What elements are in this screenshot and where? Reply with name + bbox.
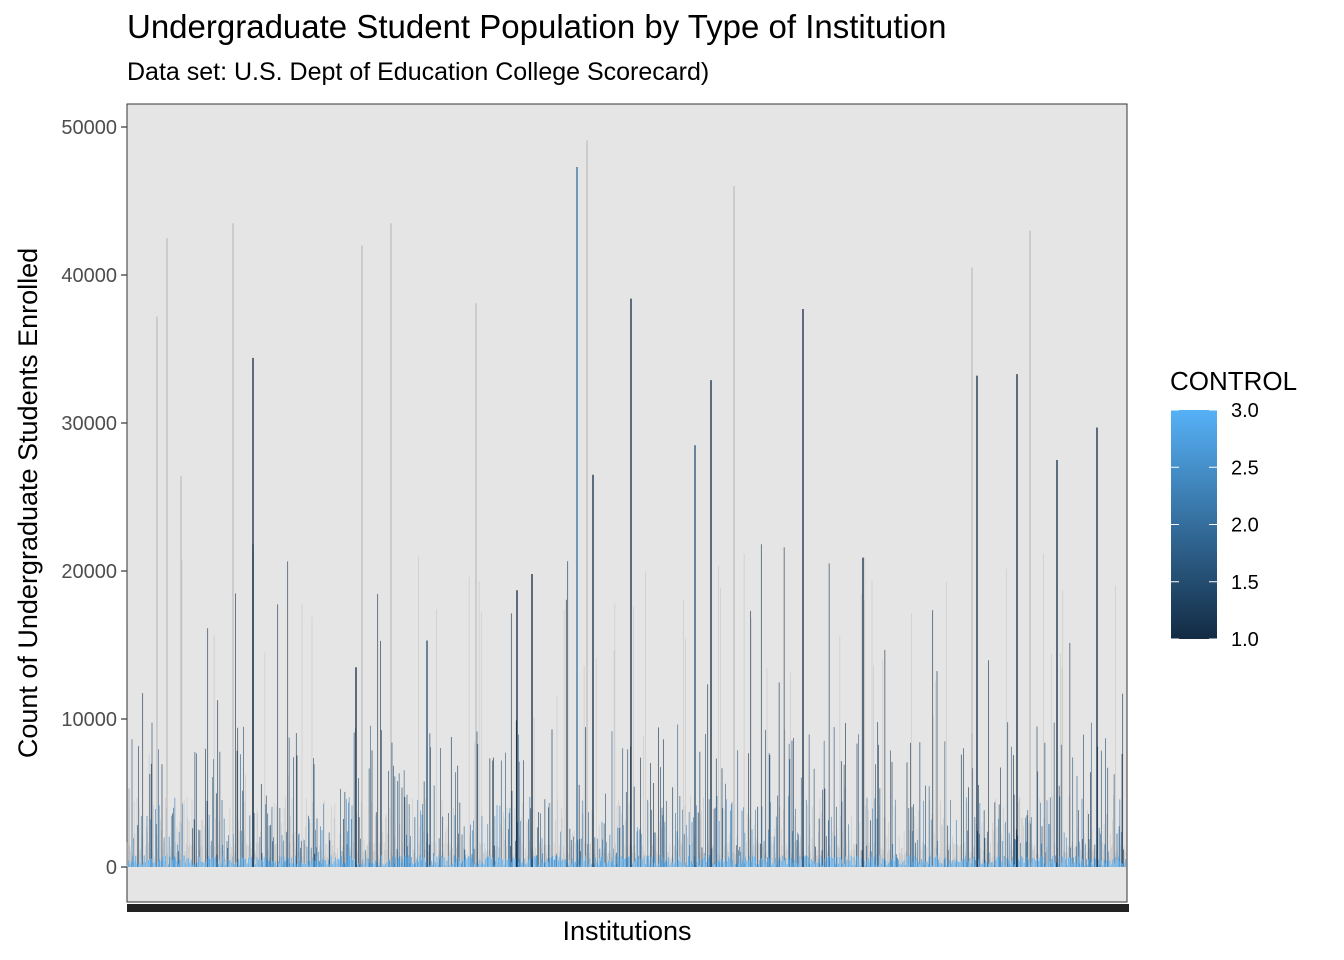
colorbar-label: 2.0 bbox=[1231, 515, 1259, 537]
legend-title: CONTROL bbox=[1170, 366, 1298, 396]
colorbar-label: 3.0 bbox=[1231, 400, 1259, 422]
y-axis-title: Count of Undergraduate Students Enrolled bbox=[13, 248, 43, 758]
y-tick-label: 20000 bbox=[61, 561, 117, 583]
y-tick-label: 40000 bbox=[61, 265, 117, 287]
colorbar-label: 1.5 bbox=[1231, 572, 1259, 594]
colorbar-label: 1.0 bbox=[1231, 629, 1259, 651]
y-tick-label: 0 bbox=[106, 857, 117, 879]
x-axis-ticks bbox=[127, 904, 1129, 912]
chart-subtitle: Data set: U.S. Dept of Education College… bbox=[127, 58, 710, 86]
x-axis-title: Institutions bbox=[562, 916, 691, 946]
chart-title: Undergraduate Student Population by Type… bbox=[127, 8, 947, 45]
bars-group bbox=[126, 140, 1127, 867]
y-tick-label: 30000 bbox=[61, 413, 117, 435]
y-tick-label: 50000 bbox=[61, 117, 117, 139]
colorbar-label: 2.5 bbox=[1231, 457, 1259, 479]
y-tick-label: 10000 bbox=[61, 709, 117, 731]
